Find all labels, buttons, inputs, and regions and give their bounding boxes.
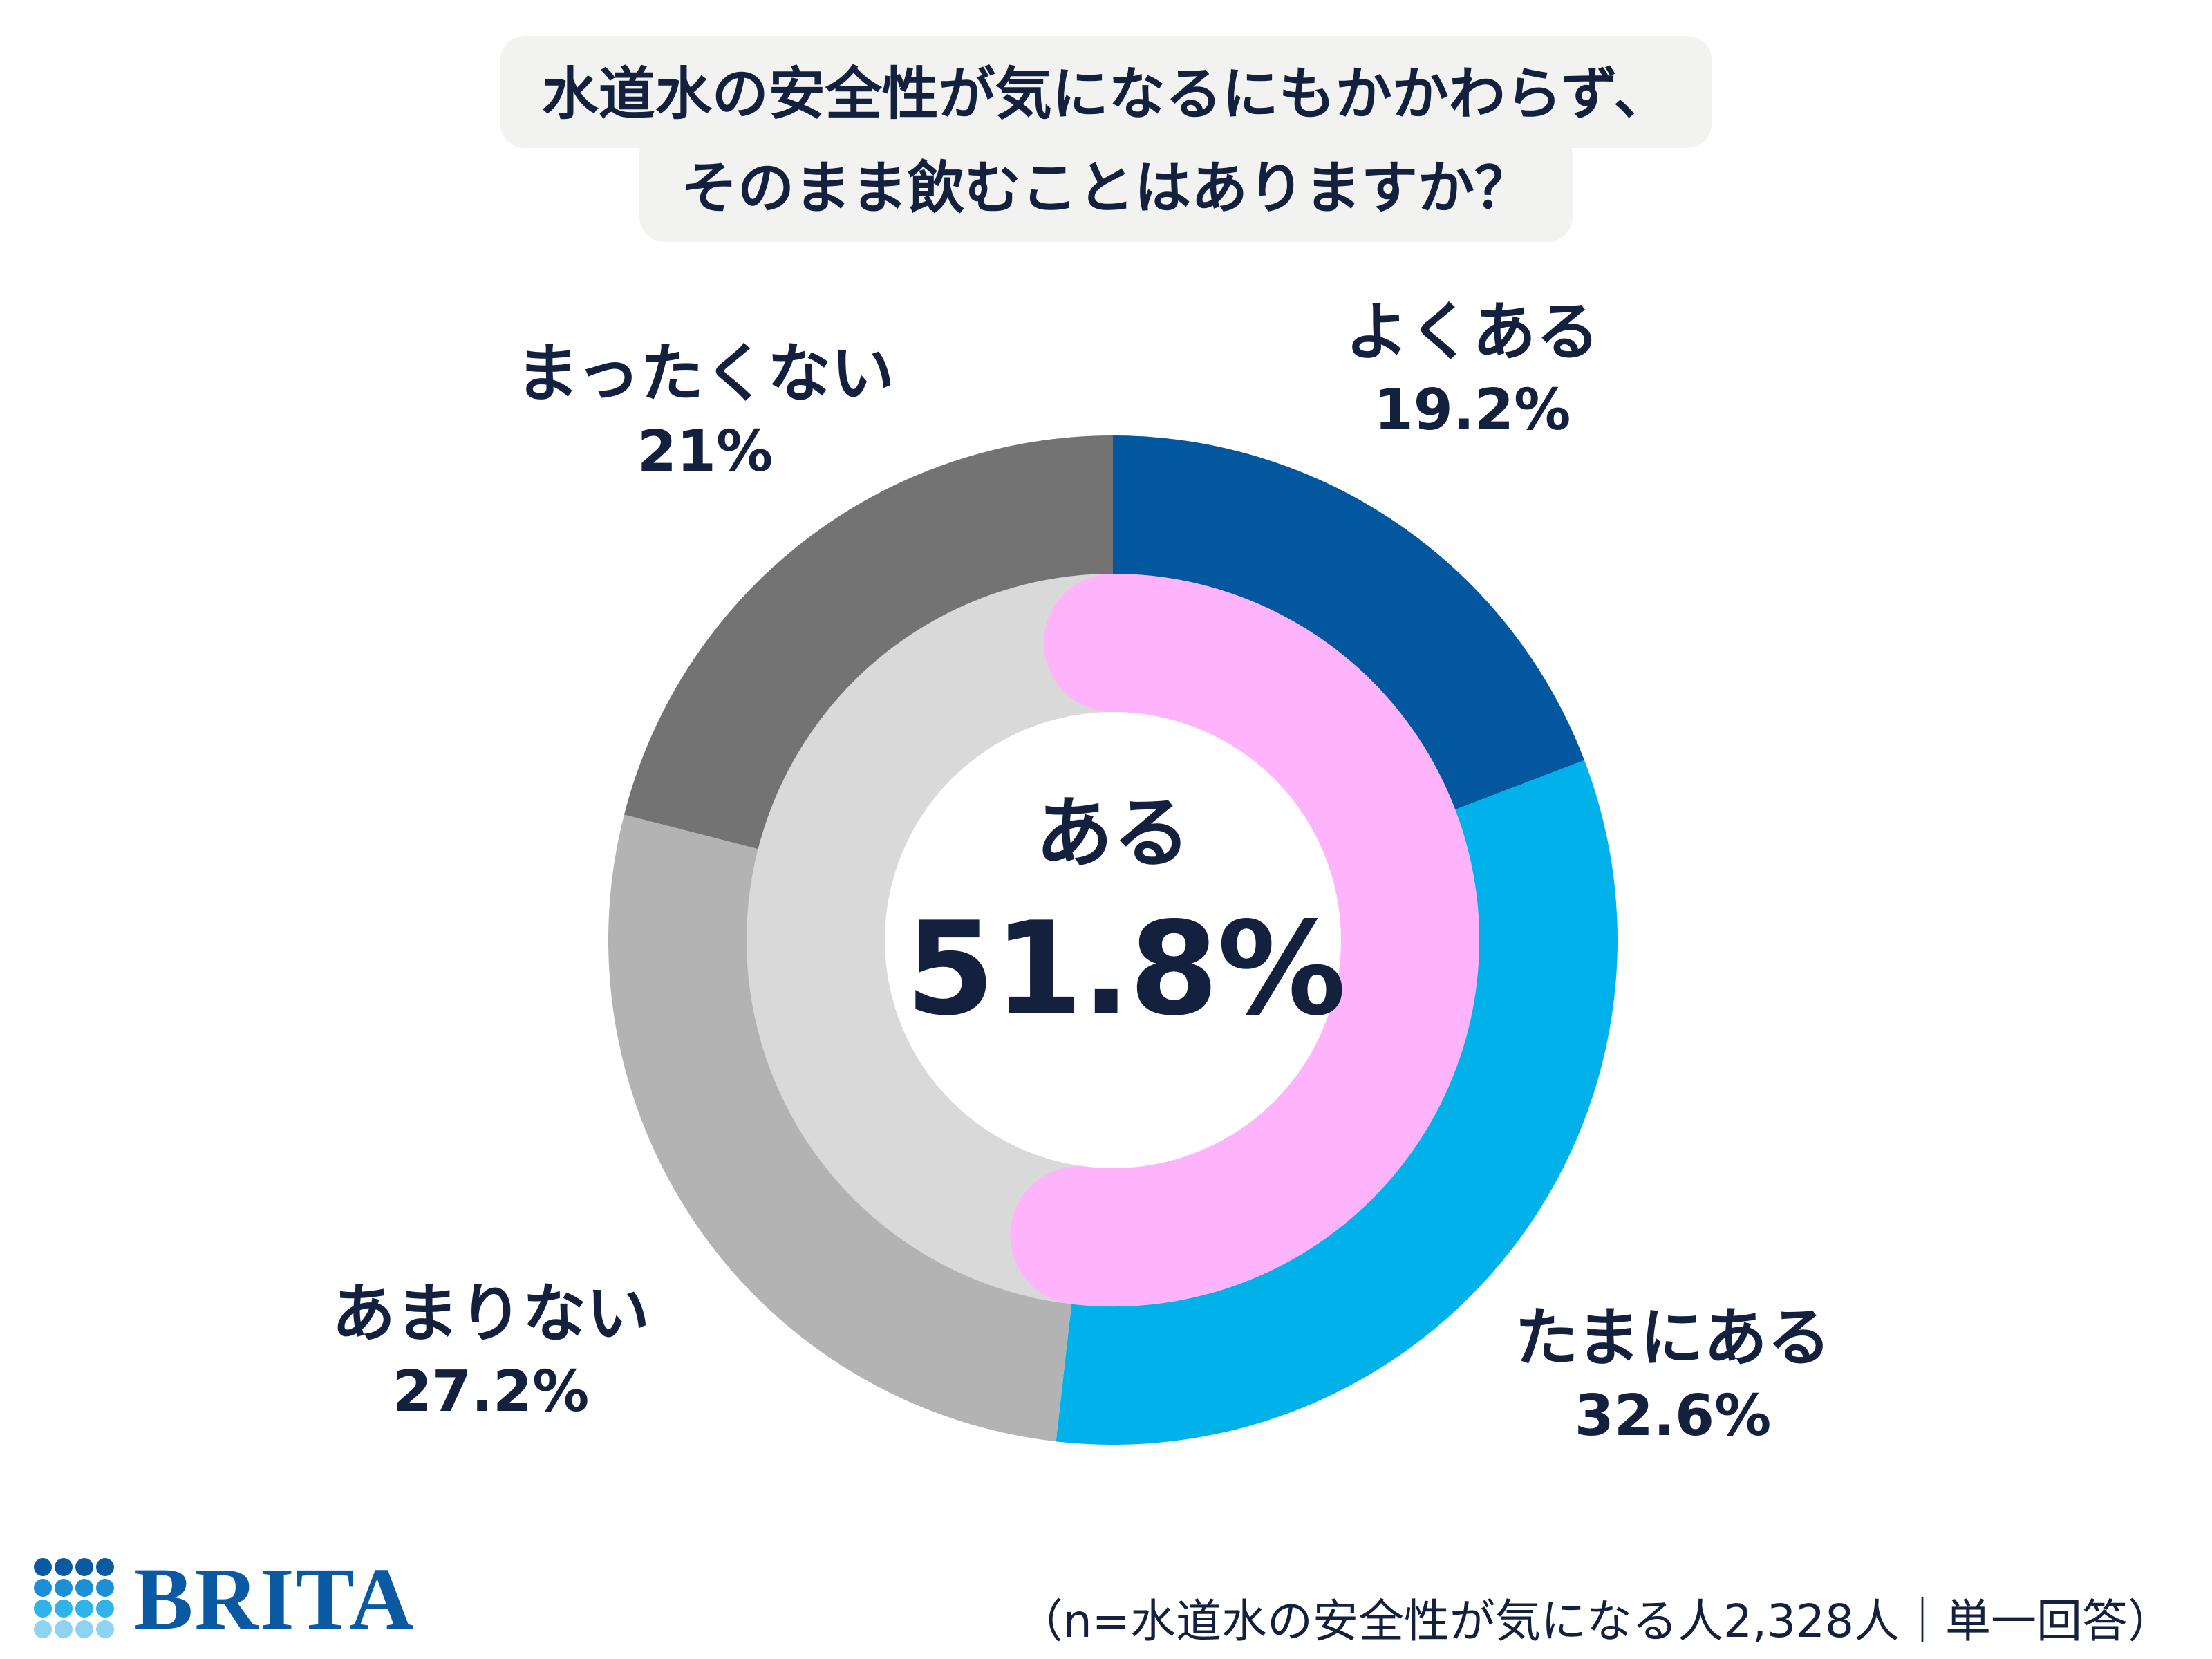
inner-highlight-arc xyxy=(1010,574,1480,1306)
segment-value: 27.2% xyxy=(392,1359,590,1425)
footnote: （n=水道水の安全性が気になる人2,328人｜単一回答） xyxy=(1017,1595,2173,1648)
segment-value: 19.2% xyxy=(1374,377,1571,444)
segment-label-rarely: あまりない 27.2% xyxy=(276,1279,705,1427)
segment-name: よくある xyxy=(1344,295,1600,369)
center-label: ある xyxy=(1035,789,1190,879)
segment-label-never: まったくない 21% xyxy=(449,339,961,487)
brita-logo-text: BRITA xyxy=(134,1550,415,1648)
segment-name: たまにある xyxy=(1515,1301,1831,1375)
segment-value: 21% xyxy=(637,419,774,485)
donut-hole xyxy=(885,712,1341,1168)
center-value: 51.8% xyxy=(906,894,1346,1044)
segment-label-sometimes: たまにある 32.6% xyxy=(1459,1303,1887,1451)
chart-title-line-2: そのまま飲むことはありますか？ xyxy=(639,130,1573,242)
segment-name: まったくない xyxy=(515,337,895,411)
chart-title-line-1: 水道水の安全性が気になるにもかかわらず、 xyxy=(500,36,1712,148)
brita-dots-icon xyxy=(34,1558,114,1638)
brita-logo: BRITA xyxy=(32,1554,415,1644)
segment-name: あまりない xyxy=(331,1277,650,1351)
inner-ring xyxy=(1010,574,1480,1306)
segment-label-often: よくある 19.2% xyxy=(1293,297,1652,445)
segment-value: 32.6% xyxy=(1574,1383,1772,1450)
